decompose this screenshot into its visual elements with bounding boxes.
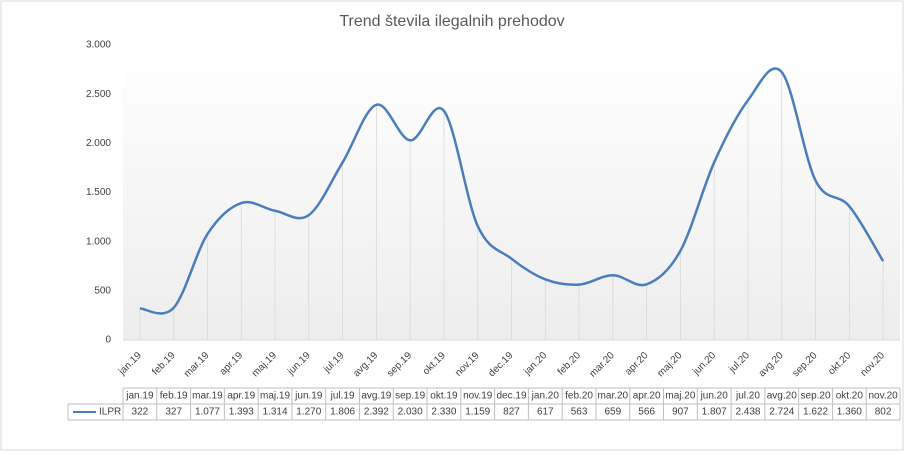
table-header: nov.20 [868, 391, 898, 402]
table-header: jan.19 [125, 391, 154, 402]
table-header: sep.19 [395, 391, 425, 402]
table-header: maj.20 [665, 391, 695, 402]
table-header: dec.19 [496, 391, 526, 402]
table-value: 2.724 [769, 407, 794, 418]
y-tick-label: 2.500 [86, 89, 111, 100]
table-value: 1.393 [229, 407, 254, 418]
table-header: apr.20 [633, 391, 661, 402]
table-value: 1.806 [330, 407, 355, 418]
table-value: 659 [605, 407, 622, 418]
y-tick-label: 3.000 [86, 40, 111, 51]
table-value: 2.438 [735, 407, 760, 418]
table-header: maj.19 [260, 391, 290, 402]
table-value: 802 [875, 407, 892, 418]
table-value: 1.622 [803, 407, 828, 418]
table-value: 563 [571, 407, 588, 418]
table-header: sep.20 [801, 391, 831, 402]
table-value: 2.030 [398, 407, 423, 418]
table-value: 322 [132, 407, 149, 418]
table-value: 827 [503, 407, 520, 418]
y-tick-label: 1.500 [86, 187, 111, 198]
table-value: 907 [672, 407, 689, 418]
chart-title: Trend števila ilegalnih prehodov [339, 13, 564, 30]
table-value: 2.392 [364, 407, 389, 418]
table-header: feb.20 [565, 391, 593, 402]
table-header: jul.19 [330, 391, 355, 402]
table-value: 1.807 [702, 407, 727, 418]
y-tick-label: 2.000 [86, 138, 111, 149]
y-tick-label: 1.000 [86, 236, 111, 247]
table-header: avg.19 [361, 391, 391, 402]
legend-label: ILPR [99, 407, 121, 418]
table-header: jul.20 [735, 391, 760, 402]
y-tick-label: 0 [105, 335, 111, 346]
table-value: 1.077 [195, 407, 220, 418]
table-value: 617 [537, 407, 554, 418]
table-header: apr.19 [227, 391, 255, 402]
table-value: 2.330 [431, 407, 456, 418]
table-header: jun.20 [700, 391, 729, 402]
table-value: 1.360 [837, 407, 862, 418]
table-header: okt.19 [430, 391, 458, 402]
table-header: mar.20 [598, 391, 629, 402]
table-value: 1.314 [263, 407, 288, 418]
table-header: feb.19 [160, 391, 188, 402]
table-header: nov.19 [463, 391, 493, 402]
table-value: 1.270 [296, 407, 321, 418]
table-header: jan.20 [531, 391, 560, 402]
table-header: mar.19 [192, 391, 223, 402]
table-header: avg.20 [767, 391, 797, 402]
table-header: jun.19 [294, 391, 323, 402]
table-value: 327 [165, 407, 182, 418]
y-tick-label: 500 [94, 285, 111, 296]
table-value: 1.159 [465, 407, 490, 418]
table-header: okt.20 [836, 391, 864, 402]
series-line [139, 67, 885, 315]
table-value: 566 [638, 407, 655, 418]
